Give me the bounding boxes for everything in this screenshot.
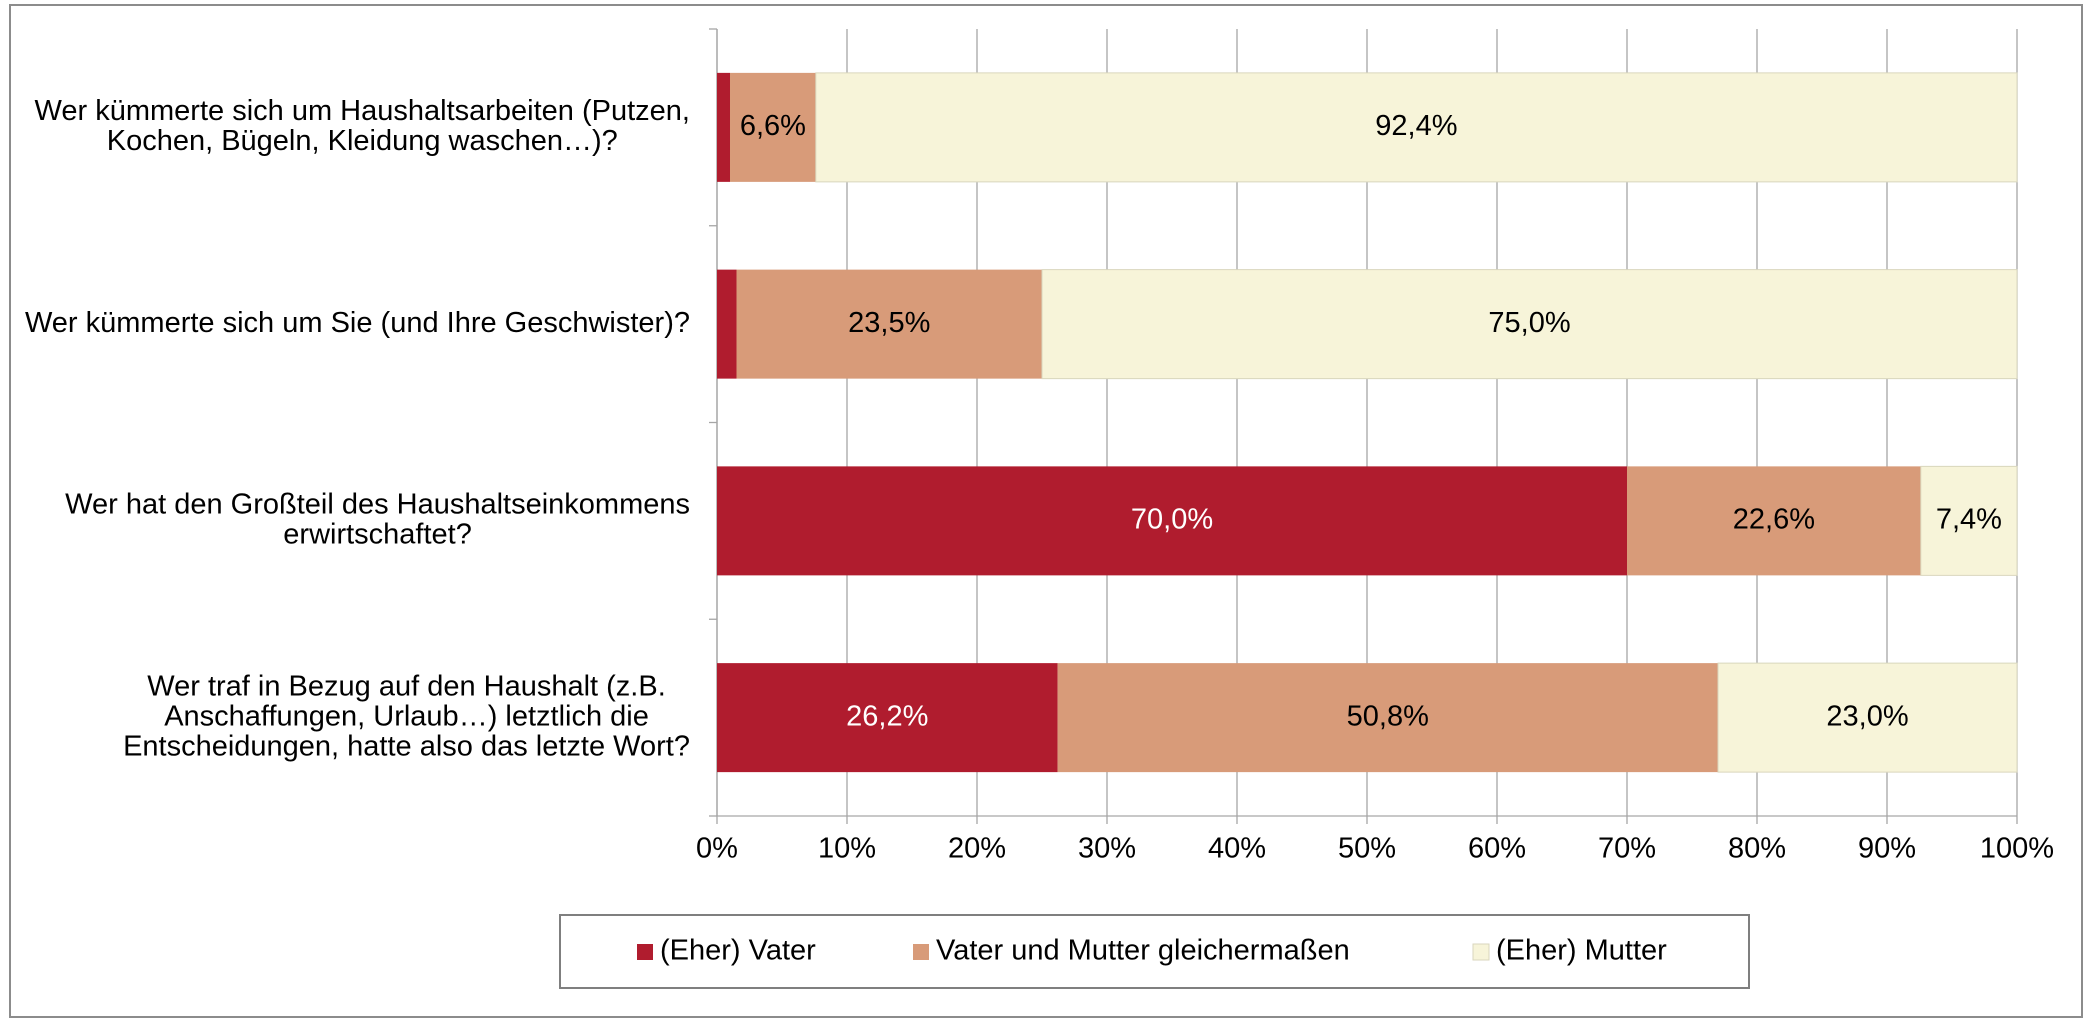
y-tick-label: Kochen, Bügeln, Kleidung waschen…)? (107, 125, 618, 157)
x-tick-label: 10% (818, 833, 876, 865)
bar-segment (1627, 466, 1921, 576)
value-label: 7,4% (1936, 504, 2002, 536)
x-tick-label: 60% (1468, 833, 1526, 865)
y-tick-label: Wer kümmerte sich um Haushaltsarbeiten (… (35, 95, 690, 127)
value-label: 6,6% (740, 110, 806, 142)
legend-label: Vater und Mutter gleichermaßen (936, 935, 1350, 967)
y-tick-label: Wer kümmerte sich um Sie (und Ihre Gesch… (25, 307, 690, 339)
y-tick-label: Wer hat den Großteil des Haushaltseinkom… (65, 489, 690, 521)
bar-segment (736, 269, 1042, 379)
x-tick-label: 80% (1728, 833, 1786, 865)
legend-label: (Eher) Vater (660, 935, 816, 967)
legend-box (559, 914, 1750, 989)
bar-segment (1041, 269, 2018, 380)
y-tick-label: Wer traf in Bezug auf den Haushalt (z.B. (147, 670, 666, 702)
value-label: 70,0% (1131, 504, 1213, 536)
bar-segment (717, 72, 730, 182)
x-tick-label: 70% (1598, 833, 1656, 865)
bar-segment (717, 663, 1058, 773)
bar-segment (1717, 662, 2018, 773)
x-tick-label: 0% (696, 833, 738, 865)
bar-segment (1920, 465, 2018, 576)
bar-segment (717, 269, 737, 379)
value-label: 92,4% (1375, 110, 1457, 142)
bar-segment (815, 72, 2018, 183)
x-tick-label: 90% (1858, 833, 1916, 865)
bar-segment (717, 466, 1627, 576)
value-label: 23,0% (1826, 700, 1908, 732)
legend-swatch (637, 944, 653, 960)
bar-segment (730, 72, 816, 182)
legend-swatch (1472, 943, 1490, 961)
legend-swatch (913, 944, 929, 960)
value-label: 26,2% (846, 700, 928, 732)
x-tick-label: 20% (948, 833, 1006, 865)
value-label: 50,8% (1347, 700, 1429, 732)
x-tick-label: 50% (1338, 833, 1396, 865)
x-tick-label: 100% (1980, 833, 2054, 865)
y-tick-label: erwirtschaftet? (283, 519, 472, 551)
x-tick-label: 40% (1208, 833, 1266, 865)
y-tick-label: Entscheidungen, hatte also das letzte Wo… (123, 730, 690, 762)
y-tick-label: Anschaffungen, Urlaub…) letztlich die (164, 700, 649, 732)
value-label: 75,0% (1488, 307, 1570, 339)
x-tick-label: 30% (1078, 833, 1136, 865)
value-label: 22,6% (1733, 504, 1815, 536)
legend-label: (Eher) Mutter (1496, 935, 1667, 967)
bar-segment (1057, 663, 1718, 773)
value-label: 23,5% (848, 307, 930, 339)
